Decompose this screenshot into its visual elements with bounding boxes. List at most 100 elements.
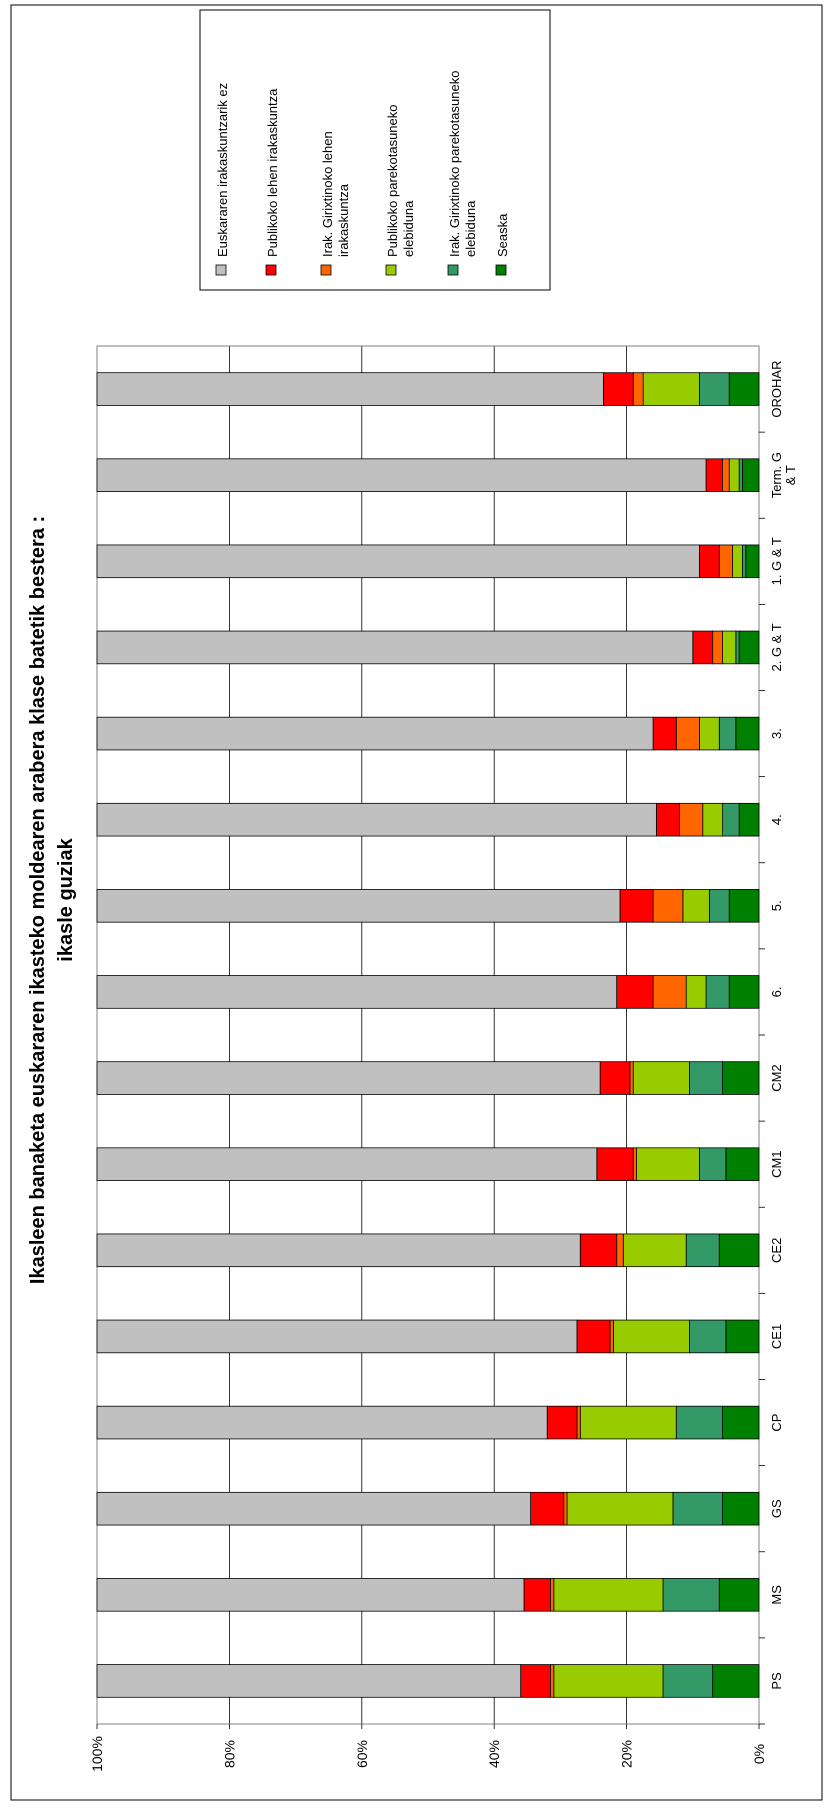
y-tick-label: 20% [619,1740,635,1768]
bar-segment [96,716,654,751]
bar-segment [718,1578,760,1612]
bar-segment [546,1405,578,1440]
bar-segment [563,1491,568,1526]
legend-label: Publikoko lehen irakaskuntza [265,88,280,257]
bar-segment [629,1061,634,1095]
bar-segment [642,372,700,406]
category-label: GS [769,1499,784,1518]
bar-segment [702,802,723,837]
bar-segment [603,372,634,406]
bar-segment [616,975,654,1009]
bar-segment [579,1405,677,1440]
bar-segment [96,1061,601,1095]
bar-segment [712,1664,760,1698]
legend-swatch [385,264,397,276]
bar-segment [652,889,684,923]
bar-segment [576,1405,581,1440]
legend: Euskararen irakaskuntzarik ez Publikoko l… [199,9,551,291]
category-label: CE2 [769,1238,784,1263]
bar-segment [728,975,760,1009]
bar-segment [699,544,720,579]
bar-segment [553,1664,664,1698]
bar-segment [619,889,654,923]
bar-segment [550,1578,555,1612]
bar-segment [566,1491,674,1526]
bar-segment [738,630,760,665]
bar-segment [652,975,687,1009]
bar-segment [718,544,733,579]
bar-segment [576,1319,611,1354]
bar-segment [728,889,760,923]
legend-swatch [215,264,227,276]
bar-segment [735,716,760,751]
category-label: CE1 [769,1324,784,1349]
category-label: 1. G & T [769,537,784,585]
bar-segment [679,802,704,837]
bar-segment [705,458,723,492]
bar-segment [596,1147,634,1181]
bar-segment [708,889,730,923]
bar-segment [725,1147,760,1181]
chart-subtitle: ikasle guziak [55,837,77,961]
category-label: MS [769,1585,784,1605]
category-label: 4. [769,814,784,825]
bar-segment [96,1491,532,1526]
bar-segment [699,1147,727,1181]
bar-segment [96,458,707,492]
legend-swatch [265,264,277,276]
bar-segment [530,1491,565,1526]
bar-segment [722,458,730,492]
y-tick-label: 100% [89,1736,105,1772]
bar-segment [96,1233,581,1268]
bar-segment [96,630,694,665]
bar-segment [96,372,604,406]
bar-segment [705,975,730,1009]
legend-label: Euskararen irakaskuntzarik ez [215,83,230,257]
legend-swatch [320,264,332,276]
bar-segment [722,802,740,837]
y-tick-label: 80% [221,1740,237,1768]
category-label: CM2 [769,1064,784,1091]
category-label: PS [769,1672,784,1690]
bar-segment [96,1405,548,1440]
bar-segment [632,1061,690,1095]
title-block: Ikasleen banaketa euskararen ikasteko mo… [27,516,77,1284]
category-label: 6. [769,987,784,998]
bar-segment [655,802,680,837]
bar-segment [96,802,657,837]
bar-segment [632,372,644,406]
chart-title: Ikasleen banaketa euskararen ikasteko mo… [27,516,49,1284]
bar-segment [96,889,621,923]
bar-segment [685,975,707,1009]
bar-segment [725,1319,760,1354]
legend-swatch [495,264,507,276]
bar-segment [675,716,700,751]
bar-segment [96,975,618,1009]
category-label: CP [769,1414,784,1432]
bar-segment [692,630,714,665]
bar-segment [742,458,760,492]
bar-segment [612,1319,690,1354]
legend-box [199,9,551,291]
legend-label: Seaska [495,213,510,257]
bar-segment [712,630,723,665]
legend-label: Publikoko parekotasunekoelebiduna [385,105,416,258]
bar-segment [718,1233,760,1268]
category-label: 2. G & T [769,623,784,671]
bar-segment [520,1664,551,1698]
bar-segment [718,716,737,751]
bar-segment [738,802,760,837]
legend-label: Irak. Girixtinoko parekotasunekoelebidun… [447,71,478,257]
category-label: CM1 [769,1150,784,1177]
bar-segment [96,1319,578,1354]
category-label: 3. [769,728,784,739]
bar-segment [722,1405,760,1440]
bar-segment [96,544,700,579]
bar-segment [728,372,760,406]
bar-segment [728,458,740,492]
y-tick-label: 60% [354,1740,370,1768]
bar-segment [699,372,730,406]
bar-segment [96,1147,598,1181]
category-label: 5. [769,900,784,911]
